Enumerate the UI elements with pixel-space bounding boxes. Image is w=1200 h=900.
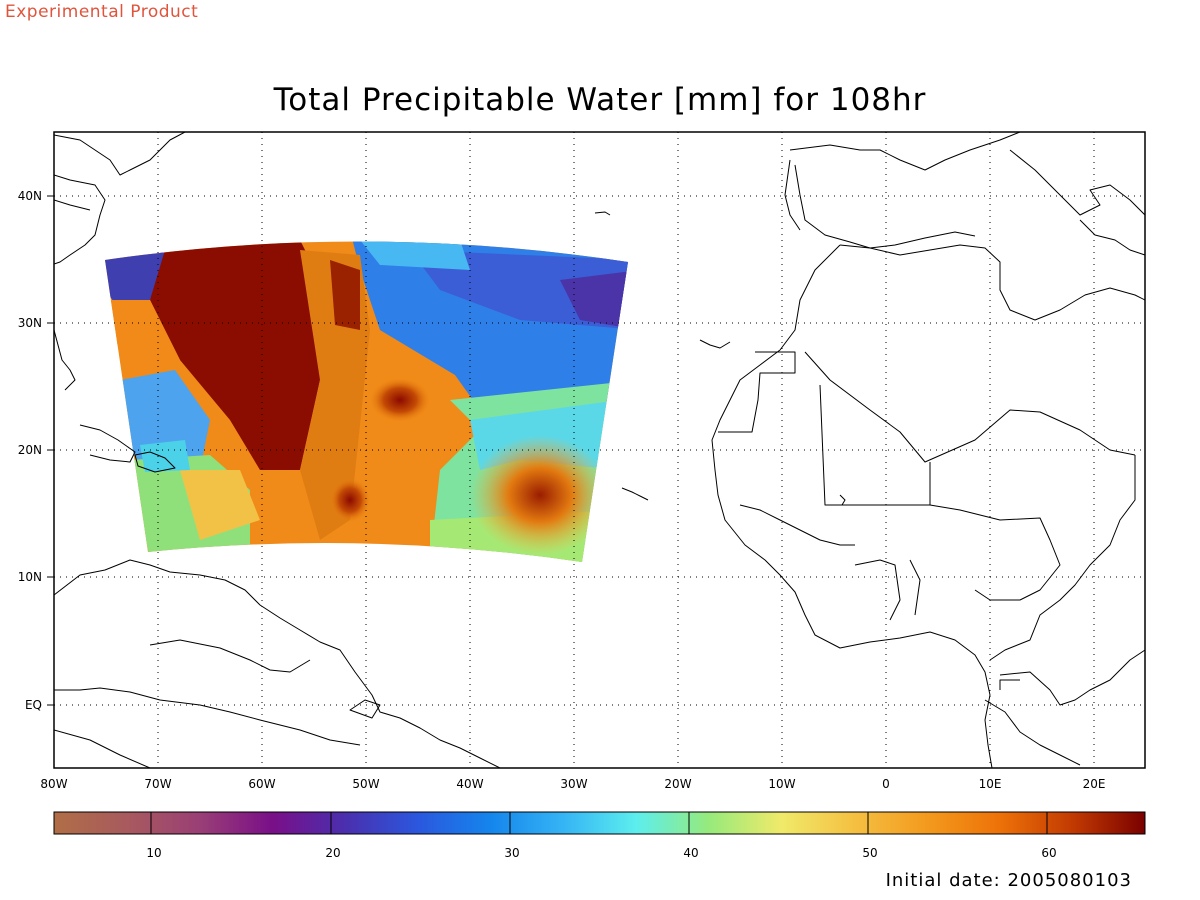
lat-label: 40N [18, 189, 42, 203]
map-title: Total Precipitable Water [mm] for 108hr [273, 82, 927, 118]
lon-label: 70W [144, 777, 171, 791]
colorbar-label: 20 [325, 846, 340, 860]
experimental-product-tag: Experimental Product [5, 2, 199, 22]
lon-label: 50W [352, 777, 379, 791]
lon-label: 40W [456, 777, 483, 791]
colorbar-label: 60 [1041, 846, 1056, 860]
coastlines [54, 132, 1145, 768]
colorbar-label: 50 [862, 846, 877, 860]
colorbar-gradient [53, 811, 1146, 835]
lon-label: 60W [248, 777, 275, 791]
latitude-labels: 40N 30N 20N 10N EQ [18, 189, 42, 712]
colorbar-label: 40 [683, 846, 698, 860]
lon-label: 10W [768, 777, 795, 791]
colorbar-ticks [150, 812, 1048, 834]
colorbar: 10 20 30 40 50 60 [53, 811, 1146, 860]
map-ticks [47, 195, 54, 706]
lon-label: 20E [1083, 777, 1106, 791]
lon-label: 80W [40, 777, 67, 791]
lat-label: 10N [18, 570, 42, 584]
lat-label: 20N [18, 443, 42, 457]
colorbar-label: 30 [504, 846, 519, 860]
lat-label: EQ [25, 698, 42, 712]
lon-label: 20W [664, 777, 691, 791]
longitude-labels: 80W 70W 60W 50W 40W 30W 20W 10W 0 10E 20… [40, 777, 1105, 791]
lon-label: 30W [560, 777, 587, 791]
colorbar-label: 10 [146, 846, 161, 860]
lat-label: 30N [18, 316, 42, 330]
graticule [54, 132, 1145, 768]
precipitable-water-field [105, 241, 628, 562]
initial-date-label: Initial date: 2005080103 [885, 870, 1132, 891]
lon-label: 10E [979, 777, 1002, 791]
lon-label: 0 [882, 777, 890, 791]
